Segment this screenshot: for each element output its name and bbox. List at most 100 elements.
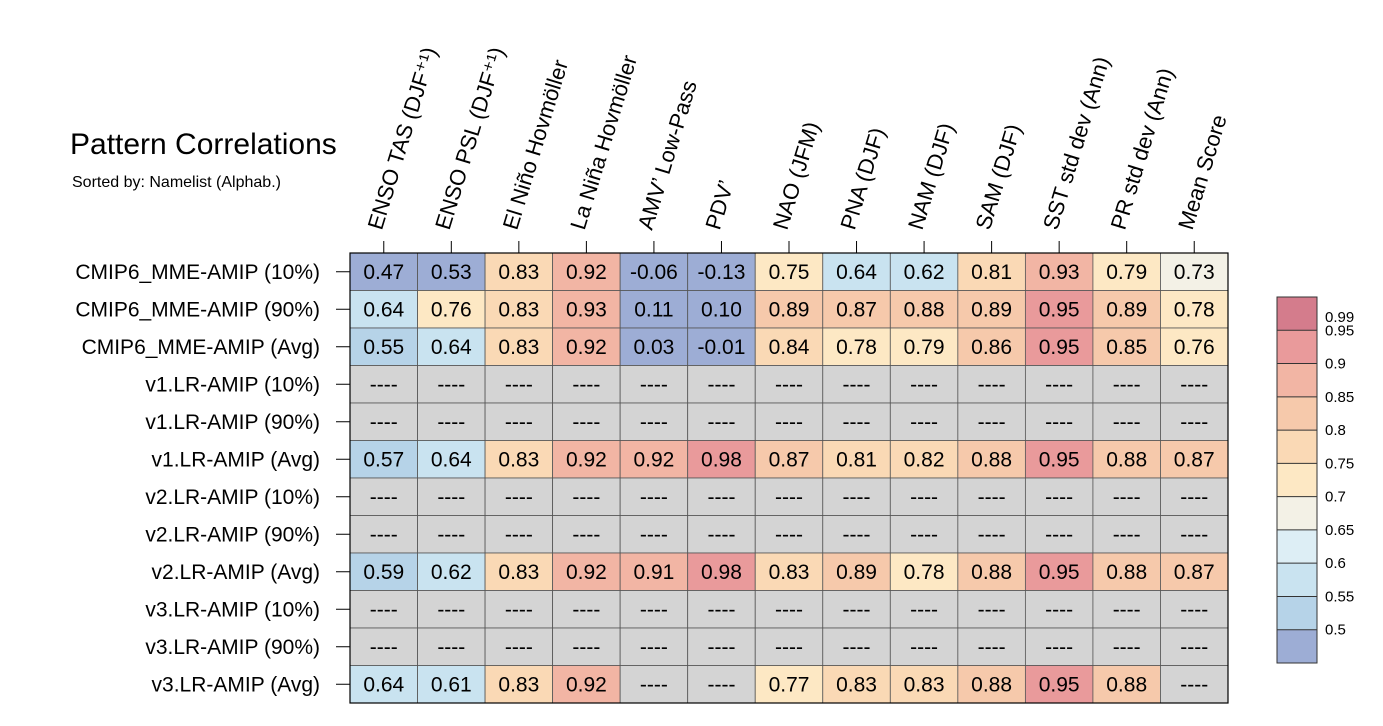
cell-value-label: -0.01 xyxy=(698,336,746,359)
colorbar: 0.990.95 0.9 0.85 0.8 0.75 0.7 0.65 0.6 0.55 0.5 xyxy=(1276,296,1354,664)
cell-value-label: 0.76 xyxy=(431,298,472,321)
cell-value-label: 0.87 xyxy=(1174,448,1215,471)
cell-value-label: 0.81 xyxy=(971,261,1012,284)
cell-value-label: ---- xyxy=(437,636,465,659)
heatmap-cell xyxy=(822,665,891,704)
heatmap-cell xyxy=(957,665,1026,704)
cell-value-label: ---- xyxy=(370,523,398,546)
row-label: v2.LR-AMIP (10%) xyxy=(145,486,320,509)
cell-value-label: ---- xyxy=(1180,373,1208,396)
heatmap-cell xyxy=(349,477,418,516)
heatmap-cell xyxy=(687,365,756,404)
cell-value-label: ---- xyxy=(572,411,600,434)
heatmap-cell xyxy=(484,365,554,404)
colorbar-tick-label: 0.95 xyxy=(1325,322,1354,339)
cell-value-label: ---- xyxy=(707,523,735,546)
cell-value-label: 0.92 xyxy=(566,261,607,284)
colorbar-tick-label: 0.55 xyxy=(1325,588,1354,605)
heatmap-cell xyxy=(552,290,621,329)
heatmap-cell xyxy=(957,552,1026,591)
cell-value-label: ---- xyxy=(843,598,871,621)
heatmap-cell xyxy=(1024,327,1094,366)
cell-value-label: ---- xyxy=(437,598,465,621)
heatmap-cell xyxy=(1160,477,1229,516)
cell-value-label: ---- xyxy=(370,411,398,434)
colorbar-tick-label: 0.5 xyxy=(1325,622,1346,639)
cell-value-label: ---- xyxy=(775,373,803,396)
heatmap-cell xyxy=(1092,402,1161,441)
cell-value-label: 0.91 xyxy=(633,561,674,584)
cell-value-label: ---- xyxy=(1045,486,1073,509)
heatmap-cell xyxy=(687,327,756,366)
cell-value-label: ---- xyxy=(370,636,398,659)
cell-value-label: 0.88 xyxy=(1106,561,1147,584)
column-label: PNA (DJF) xyxy=(835,125,890,233)
heatmap-cell xyxy=(957,290,1026,329)
cell-value-label: 0.57 xyxy=(363,448,404,471)
heatmap-cell xyxy=(822,402,891,441)
cell-value-label: ---- xyxy=(572,598,600,621)
cell-value-label: ---- xyxy=(1045,636,1073,659)
heatmap-cell xyxy=(417,477,486,516)
colorbar-bin xyxy=(1277,463,1317,497)
heatmap-cell xyxy=(889,365,959,404)
cell-value-label: ---- xyxy=(1045,373,1073,396)
cell-value-label: ---- xyxy=(1180,598,1208,621)
heatmap-cell xyxy=(349,627,418,666)
cell-value-label: 0.89 xyxy=(1106,298,1147,321)
heatmap-cells: 0.47 0.53 0.83 0.92 -0.06 -0.13 0.75 0.64 0.62 0.… xyxy=(349,252,1229,704)
colorbar-bin xyxy=(1277,330,1317,364)
heatmap-cell xyxy=(1024,552,1094,591)
heatmap-cell xyxy=(484,665,554,704)
cell-value-label: ---- xyxy=(505,636,533,659)
heatmap-cell xyxy=(1160,402,1229,441)
cell-value-label: ---- xyxy=(843,411,871,434)
heatmap-cell xyxy=(552,515,621,554)
colorbar-bin xyxy=(1277,363,1317,397)
colorbar-border xyxy=(1276,296,1318,664)
cell-value-label: ---- xyxy=(843,486,871,509)
cell-value-label: 0.83 xyxy=(769,561,810,584)
cell-value-label: 0.89 xyxy=(769,298,810,321)
cell-value-label: 0.83 xyxy=(498,448,539,471)
colorbar-tick-label: 0.6 xyxy=(1325,555,1346,572)
column-label: ENSO PSL (DJF⁺¹) xyxy=(430,44,509,232)
cell-value-label: 0.83 xyxy=(498,298,539,321)
cell-value-label: ---- xyxy=(1113,486,1141,509)
cell-value-label: ---- xyxy=(1180,486,1208,509)
heatmap-cell xyxy=(619,590,689,629)
cell-value-label: ---- xyxy=(640,523,668,546)
heatmap-cell xyxy=(484,327,554,366)
cell-value-label: 0.86 xyxy=(971,336,1012,359)
cell-value-label: 0.92 xyxy=(566,336,607,359)
cell-value-label: 0.89 xyxy=(836,561,877,584)
heatmap-cell xyxy=(687,402,756,441)
heatmap-cell xyxy=(687,290,756,329)
heatmap-cell xyxy=(1160,327,1229,366)
colorbar-bin xyxy=(1277,529,1317,564)
cell-value-label: ---- xyxy=(505,373,533,396)
cell-value-label: -0.06 xyxy=(630,261,678,284)
heatmap-cell xyxy=(889,252,959,291)
cell-value-label: 0.88 xyxy=(971,561,1012,584)
row-label: v3.LR-AMIP (90%) xyxy=(145,636,320,659)
cell-value-label: 0.11 xyxy=(634,298,673,321)
cell-value-label: ---- xyxy=(910,598,938,621)
heatmap-cell xyxy=(417,290,486,329)
heatmap-cell xyxy=(1092,440,1161,479)
column-label: Mean Score xyxy=(1173,112,1232,233)
colorbar-tick-label: 0.99 xyxy=(1325,309,1354,326)
cell-value-label: 0.81 xyxy=(836,448,877,471)
heatmap-cell xyxy=(687,627,756,666)
cell-value-label: ---- xyxy=(978,373,1006,396)
heatmap-cell xyxy=(349,290,418,329)
heatmap-cell xyxy=(1092,515,1161,554)
heatmap-cell xyxy=(349,440,418,479)
heatmap-cell xyxy=(1160,290,1229,329)
heatmap-cell xyxy=(1160,365,1229,404)
heatmap-cell xyxy=(1024,477,1094,516)
cell-value-label: ---- xyxy=(775,486,803,509)
heatmap-cell xyxy=(484,627,554,666)
row-label: v3.LR-AMIP (10%) xyxy=(145,598,320,621)
